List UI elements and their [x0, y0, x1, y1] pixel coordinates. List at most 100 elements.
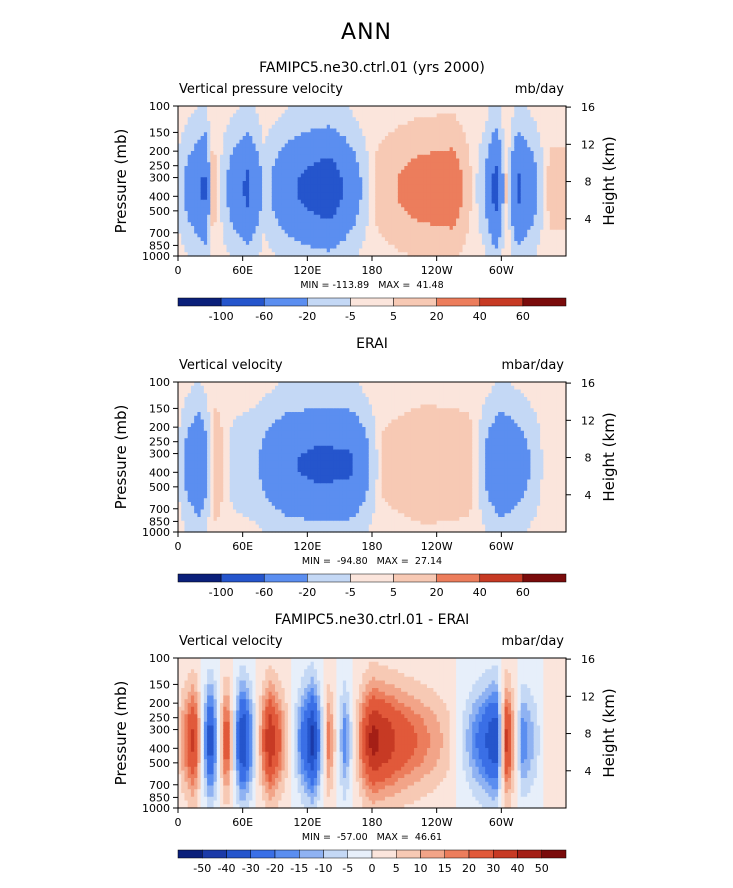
heatmap-cell	[278, 132, 283, 137]
heatmap-cell	[178, 113, 182, 118]
heatmap-cell	[252, 207, 257, 212]
heatmap-cell	[258, 132, 263, 137]
heatmap-cell	[333, 196, 338, 201]
heatmap-cell	[336, 188, 341, 193]
heatmap-cell	[287, 162, 292, 167]
heatmap-cell	[223, 132, 228, 137]
heatmap-cell	[307, 241, 312, 246]
heatmap-cell	[310, 166, 315, 171]
heatmap-cell	[359, 203, 363, 208]
heatmap-cell	[304, 252, 308, 257]
heatmap-cell	[355, 121, 360, 126]
heatmap-cell	[349, 244, 354, 250]
heatmap-cell	[184, 199, 189, 205]
heatmap-cell	[245, 128, 250, 133]
heatmap-cell	[307, 151, 312, 156]
heatmap-cell	[229, 226, 234, 231]
heatmap-cell	[329, 184, 334, 190]
heatmap-cell	[178, 139, 182, 145]
heatmap-cell	[226, 244, 231, 250]
heatmap-cell	[352, 192, 357, 197]
heatmap-cell	[242, 143, 247, 148]
heatmap-cell	[190, 154, 195, 160]
heatmap-cell	[297, 173, 302, 178]
heatmap-cell	[271, 218, 276, 223]
heatmap-cell	[232, 207, 237, 212]
heatmap-cell	[278, 173, 283, 178]
heatmap-cell	[355, 136, 360, 141]
heatmap-cell	[313, 147, 318, 152]
heatmap-cell	[207, 128, 211, 133]
heatmap-cell	[326, 147, 331, 152]
heatmap-cell	[268, 128, 273, 133]
heatmap-cell	[207, 181, 211, 186]
heatmap-cell	[190, 188, 195, 193]
heatmap-cell	[226, 166, 231, 171]
heatmap-cell	[197, 244, 202, 250]
heatmap-cell	[242, 166, 247, 171]
heatmap-cell	[323, 124, 328, 130]
heatmap-cell	[223, 229, 228, 235]
heatmap-cell	[281, 211, 286, 216]
heatmap-cell	[178, 158, 182, 163]
heatmap-cell	[275, 226, 279, 231]
heatmap-cell	[268, 154, 273, 160]
heatmap-cell	[291, 113, 295, 118]
heatmap-cell	[271, 233, 276, 238]
heatmap-cell	[359, 147, 363, 152]
heatmap-cell	[262, 128, 266, 133]
heatmap-cell	[287, 132, 292, 137]
heatmap-cell	[271, 136, 276, 141]
heatmap-cell	[355, 151, 360, 156]
heatmap-cell	[187, 117, 192, 122]
heatmap-cell	[184, 229, 189, 235]
heatmap-cell	[329, 222, 334, 227]
heatmap-cell	[197, 211, 202, 216]
heatmap-cell	[294, 229, 299, 235]
heatmap-cell	[313, 177, 318, 182]
heatmap-cell	[216, 229, 221, 235]
heatmap-cell	[297, 139, 302, 145]
heatmap-cell	[236, 233, 241, 238]
heatmap-cell	[187, 211, 192, 216]
heatmap-cell	[187, 113, 192, 118]
heatmap-cell	[232, 147, 237, 152]
heatmap-cell	[313, 226, 318, 231]
heatmap-cell	[355, 199, 360, 205]
heatmap-cell	[226, 143, 231, 148]
heatmap-cell	[339, 184, 344, 190]
heatmap-cell	[326, 181, 331, 186]
heatmap-cell	[268, 106, 273, 111]
heatmap-cell	[300, 188, 305, 193]
heatmap-cell	[336, 222, 341, 227]
heatmap-cell	[304, 124, 308, 130]
heatmap-cell	[323, 128, 328, 133]
heatmap-cell	[203, 226, 208, 231]
heatmap-cell	[194, 207, 198, 212]
heatmap-cell	[213, 169, 218, 175]
heatmap-cell	[226, 136, 231, 141]
heatmap-cell	[181, 218, 186, 223]
heatmap-cell	[194, 132, 198, 137]
heatmap-cell	[291, 207, 295, 212]
heatmap-cell	[210, 188, 215, 193]
heatmap-cell	[323, 117, 328, 122]
heatmap-cell	[187, 207, 192, 212]
heatmap-cell	[278, 143, 283, 148]
heatmap-cell	[320, 162, 325, 167]
heatmap-cell	[349, 124, 354, 130]
heatmap-cell	[336, 181, 341, 186]
heatmap-cell	[178, 147, 182, 152]
heatmap-cell	[197, 154, 202, 160]
heatmap-cell	[278, 237, 283, 242]
heatmap-cell	[229, 248, 234, 253]
heatmap-cell	[265, 252, 270, 257]
heatmap-cell	[291, 237, 295, 242]
heatmap-cell	[287, 139, 292, 145]
heatmap-cell	[307, 158, 312, 163]
heatmap-cell	[291, 147, 295, 152]
heatmap-cell	[307, 154, 312, 160]
heatmap-cell	[313, 121, 318, 126]
heatmap-cell	[323, 151, 328, 156]
heatmap-cell	[326, 211, 331, 216]
